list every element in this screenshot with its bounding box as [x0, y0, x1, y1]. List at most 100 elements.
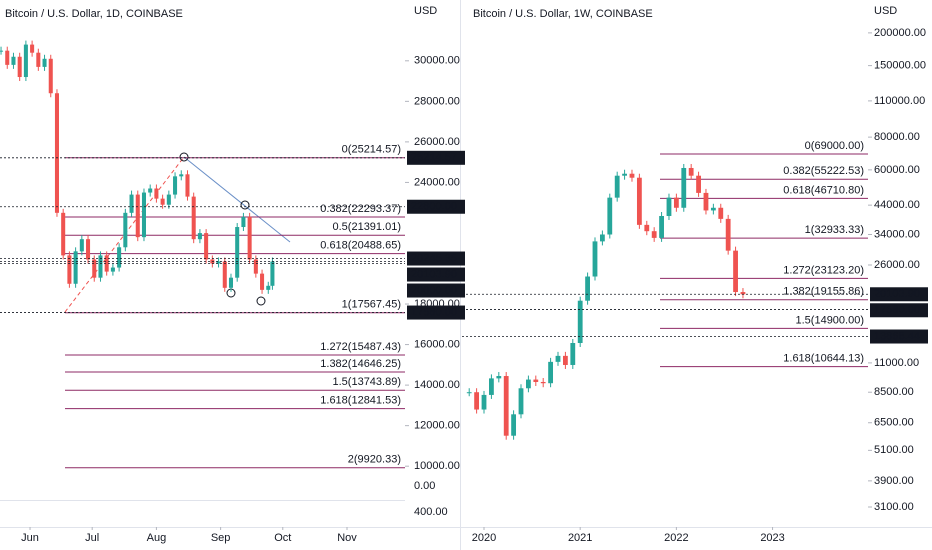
y-tick-label: 16000.00 — [414, 338, 460, 350]
fib-label: 1.382(19155.86) — [783, 286, 864, 298]
fib-label: 0.618(46710.80) — [783, 184, 864, 196]
y-tick-label: 34000.00 — [874, 228, 920, 240]
y-tick-label: 110000.00 — [874, 95, 925, 107]
x-tick-label: Nov — [337, 532, 357, 544]
price-tag-label: 22800.00 — [411, 201, 457, 213]
candle-body — [266, 285, 271, 290]
fib-label: 0(69000.00) — [805, 140, 864, 152]
candle-body — [11, 56, 16, 65]
y-tick-label: 24000.00 — [414, 176, 460, 188]
candle-body — [533, 379, 539, 382]
trend-line — [64, 156, 185, 313]
candle-body — [718, 207, 724, 219]
candle-body — [466, 392, 472, 394]
candle-body — [17, 56, 22, 78]
candle-body — [141, 192, 146, 238]
y-tick-label: 11000.00 — [874, 357, 919, 369]
candle-body — [5, 50, 10, 65]
candle-body — [253, 259, 258, 274]
candle-body — [673, 197, 679, 208]
fib-label: 0.618(20488.65) — [320, 240, 401, 252]
candle-body — [599, 234, 605, 242]
candle-body — [525, 379, 531, 389]
candle-body — [54, 93, 59, 213]
candle-body — [98, 255, 103, 278]
candle-body — [688, 167, 694, 176]
candle-body — [703, 192, 709, 211]
candle-body — [733, 250, 738, 293]
price-tag — [407, 267, 465, 282]
candle-body — [222, 261, 227, 288]
y-tick-label: 6500.00 — [874, 417, 914, 429]
candle-body — [79, 239, 84, 252]
fib-label: 1.618(10644.13) — [783, 353, 864, 365]
price-tag — [407, 199, 465, 214]
fib-label: 1.272(23123.20) — [783, 264, 864, 276]
fib-label: 1.5(13743.89) — [333, 376, 402, 388]
x-tick-label: 2021 — [568, 532, 592, 544]
price-tag-label: 13868.44 — [874, 330, 920, 342]
price-tag — [407, 305, 465, 320]
candle-body — [614, 175, 620, 198]
y-tick-label: 28000.00 — [414, 95, 460, 107]
candle-body — [30, 44, 35, 53]
candle-body — [235, 227, 240, 278]
candle-body — [173, 176, 178, 195]
price-tag-label: 17580.00 — [874, 304, 920, 316]
candle-body — [696, 175, 701, 193]
candle-body — [204, 233, 209, 260]
fib-label: 1(17567.45) — [342, 299, 401, 311]
candle-body — [148, 188, 153, 193]
fib-label: 1.382(14646.25) — [320, 358, 401, 370]
fib-label: 1.618(12841.53) — [320, 395, 401, 407]
candle-body — [135, 194, 140, 238]
candle-body — [117, 247, 122, 268]
candle-body — [577, 300, 583, 344]
candle-body — [622, 173, 627, 176]
candle-body — [104, 255, 109, 272]
y-tick-label: 80000.00 — [874, 131, 920, 143]
candle-body — [48, 58, 53, 94]
candle-body — [73, 251, 78, 284]
candle-body — [607, 197, 613, 235]
candle-body — [123, 212, 128, 248]
candle-body — [228, 277, 234, 288]
fib-label: 0.5(21391.01) — [333, 221, 402, 233]
price-tag — [407, 283, 465, 298]
candle-body — [496, 376, 502, 379]
candle-body — [570, 343, 576, 365]
candle-body — [651, 231, 657, 238]
axis-unit: USD — [414, 5, 437, 17]
candle-body — [216, 261, 221, 264]
candle-body — [110, 267, 115, 272]
candle-body — [166, 194, 171, 205]
candle-body — [36, 52, 41, 67]
candle-body — [129, 194, 134, 213]
fib-label: 1.272(15487.43) — [320, 341, 401, 353]
y-tick-label: 26000.00 — [874, 259, 920, 271]
y-tick-label: 10000.00 — [414, 460, 460, 472]
price-tag-label: 25214.57 — [411, 152, 457, 164]
candle-body — [659, 215, 664, 238]
candle-body — [681, 167, 687, 208]
pivot-marker — [179, 152, 189, 162]
candle-body — [67, 255, 72, 284]
price-tag — [870, 303, 928, 318]
y-tick-label: 200000.00 — [874, 27, 926, 39]
price-tag-label: 20103.90 — [411, 268, 457, 280]
x-tick-label: Sep — [211, 532, 231, 544]
candle-body — [42, 58, 47, 67]
y-tick-label: 150000.00 — [874, 60, 926, 72]
candle-body — [86, 239, 91, 260]
chart-title: Bitcoin / U.S. Dollar, 1D, COINBASE — [5, 8, 183, 20]
candle-body — [503, 376, 509, 436]
candle-body — [270, 261, 275, 286]
candle-body — [247, 216, 252, 260]
candle-body — [481, 394, 487, 410]
candle-body — [518, 388, 524, 415]
y-tick-label: 14000.00 — [414, 379, 460, 391]
candle-body — [23, 44, 28, 78]
pivot-marker — [256, 296, 266, 306]
fib-label: 1.5(14900.00) — [796, 314, 865, 326]
price-tag — [870, 287, 928, 302]
